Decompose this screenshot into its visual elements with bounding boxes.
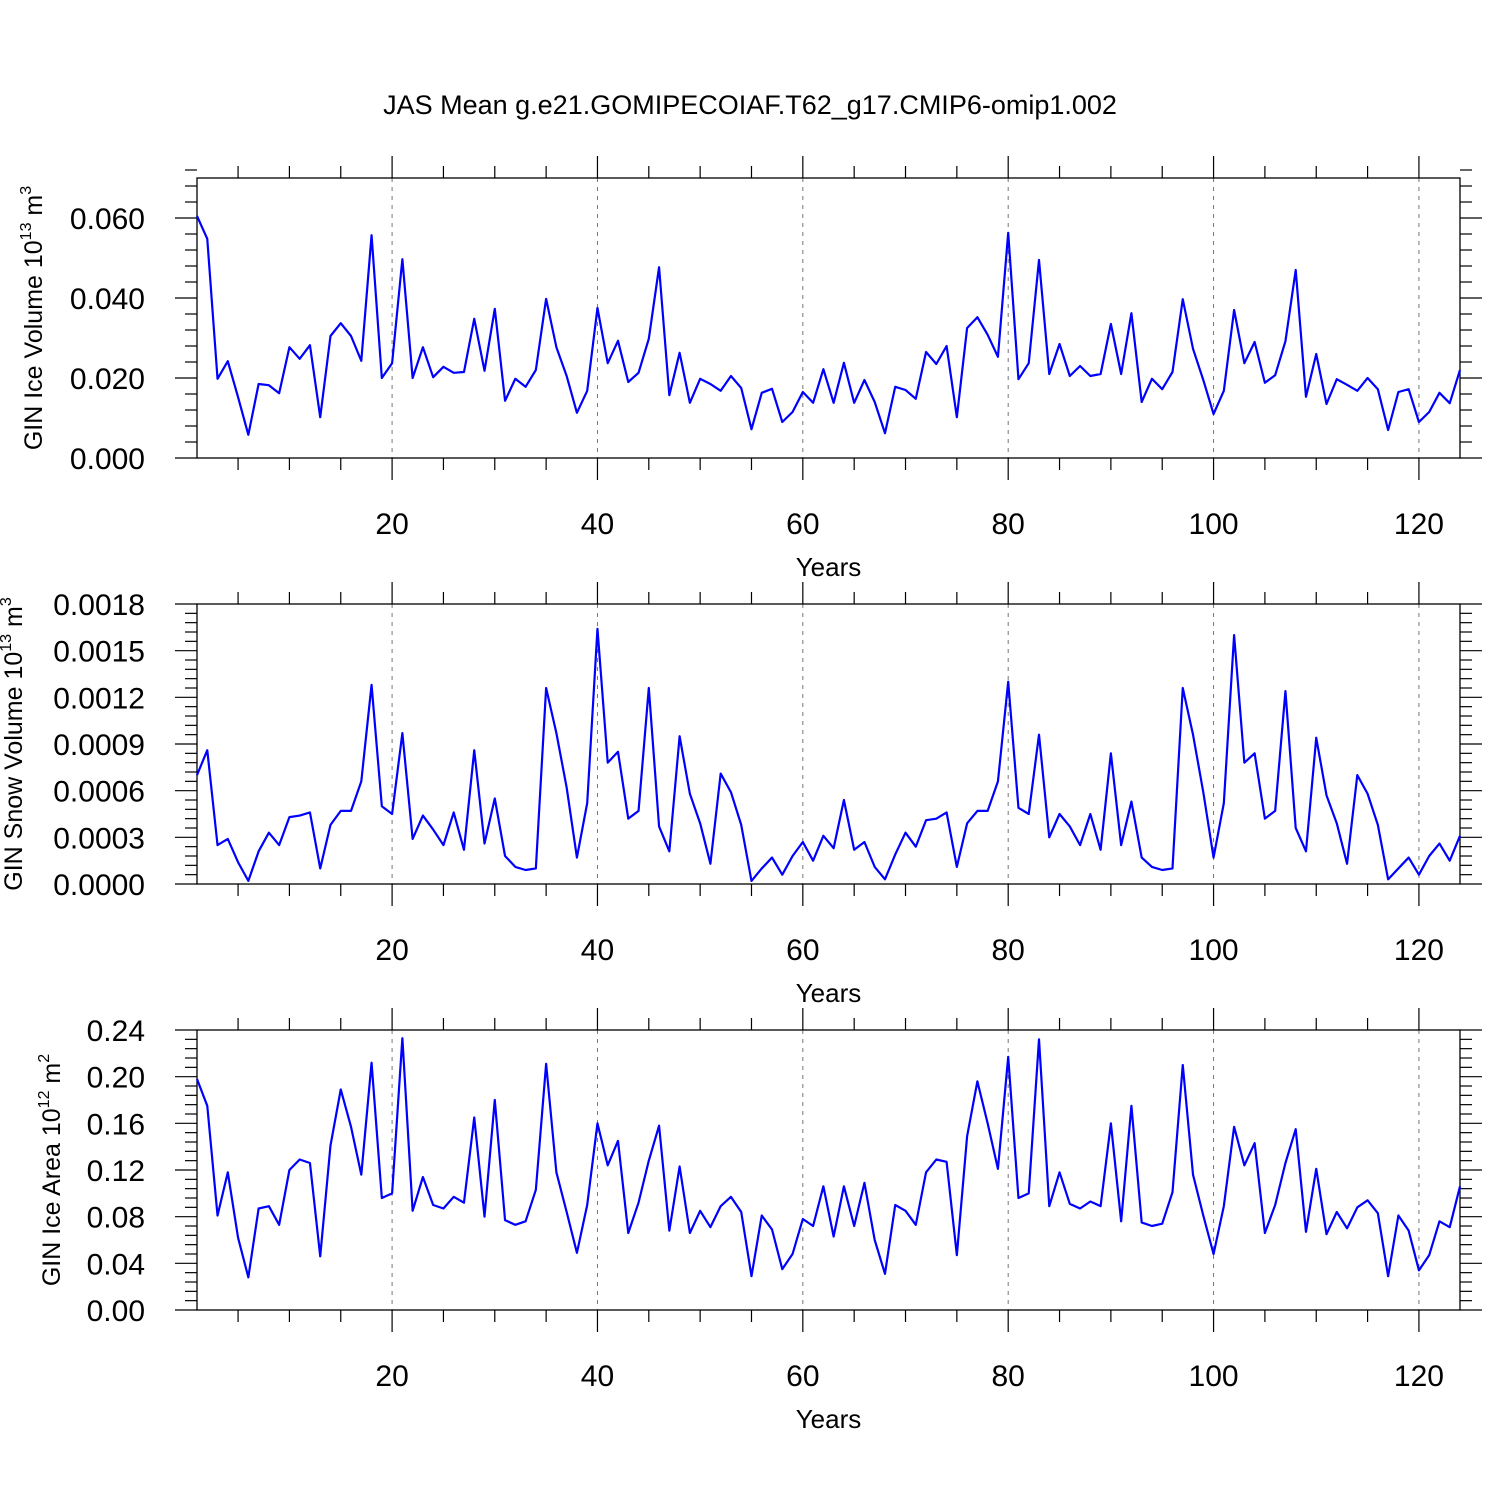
- x-tick-label: 120: [1394, 934, 1444, 967]
- x-tick-label: 40: [581, 934, 614, 967]
- x-axis-label: Years: [796, 1404, 862, 1434]
- y-tick-label: 0.12: [87, 1155, 145, 1188]
- series-line: [195, 1037, 1462, 1279]
- y-tick-label: 0.00: [87, 1295, 145, 1328]
- y-tick-label: 0.08: [87, 1202, 145, 1235]
- y-axis-label-unit: m: [38, 1063, 66, 1091]
- y-axis-label-unit-exponent: 2: [36, 1054, 53, 1063]
- y-tick-label: 0.060: [70, 203, 145, 236]
- x-tick-label: 80: [992, 508, 1025, 541]
- y-axis-label: GIN Ice Area 1012 m2: [36, 1054, 66, 1286]
- y-tick-label: 0.040: [70, 283, 145, 316]
- y-axis-label-main: GIN Ice Volume 10: [20, 240, 48, 450]
- y-axis-label-main: GIN Ice Area 10: [38, 1108, 66, 1286]
- y-axis-label-main: GIN Snow Volume 10: [0, 652, 28, 891]
- y-tick-label: 0.020: [70, 363, 145, 396]
- y-axis-label: GIN Ice Volume 1013 m3: [18, 186, 48, 450]
- y-tick-label: 0.0006: [53, 776, 145, 809]
- x-tick-label: 60: [786, 934, 819, 967]
- x-tick-label: 20: [375, 1360, 408, 1393]
- x-tick-label: 100: [1189, 934, 1239, 967]
- x-tick-label: 100: [1189, 508, 1239, 541]
- series-line: [195, 627, 1462, 882]
- x-tick-label: 40: [581, 1360, 614, 1393]
- y-tick-label: 0.0015: [53, 636, 145, 669]
- panel-ice-area: 20 40 60 80 100 120 0.00 0.04 0.08 0.12 0.16 0.20 0.…: [36, 1008, 1482, 1434]
- y-axis-label-exponent: 13: [18, 222, 35, 240]
- plot-frame: [196, 177, 1461, 459]
- plot-frame: [196, 1029, 1461, 1311]
- x-tick-label: 60: [786, 1360, 819, 1393]
- x-axis-label: Years: [796, 978, 862, 1008]
- x-tick-label: 20: [375, 934, 408, 967]
- y-axis-label-unit-exponent: 3: [18, 186, 35, 195]
- x-tick-label: 60: [786, 508, 819, 541]
- x-axis-label: Years: [796, 552, 862, 582]
- panels: 20 40 60 80 100 120 0.000 0.020 0.040 0.060 Years G…: [0, 156, 1482, 1434]
- y-tick-label: 0.16: [87, 1108, 145, 1141]
- y-axis-label: GIN Snow Volume 1013 m3: [0, 597, 28, 891]
- y-tick-label: 0.20: [87, 1062, 145, 1095]
- x-tick-label: 120: [1394, 1360, 1444, 1393]
- y-axis-label-exponent: 12: [36, 1090, 53, 1108]
- y-tick-label: 0.0003: [53, 822, 145, 855]
- y-tick-label: 0.0018: [53, 589, 145, 622]
- y-tick-label: 0.0009: [53, 729, 145, 762]
- y-tick-label: 0.24: [87, 1015, 145, 1048]
- panel-snow-volume: 20 40 60 80 100 120 0.0000 0.0003 0.0006 0.0009 0.…: [0, 582, 1482, 1008]
- y-axis-label-unit-exponent: 3: [0, 597, 15, 606]
- x-tick-label: 100: [1189, 1360, 1239, 1393]
- x-tick-label: 20: [375, 508, 408, 541]
- x-tick-label: 40: [581, 508, 614, 541]
- x-tick-label: 80: [992, 934, 1025, 967]
- x-tick-label: 120: [1394, 508, 1444, 541]
- y-axis-label-unit: m: [0, 606, 28, 634]
- y-tick-label: 0.000: [70, 443, 145, 476]
- x-tick-label: 80: [992, 1360, 1025, 1393]
- panel-ice-volume: 20 40 60 80 100 120 0.000 0.020 0.040 0.060 Years G…: [18, 156, 1482, 582]
- y-tick-label: 0.0012: [53, 682, 145, 715]
- y-tick-label: 0.04: [87, 1248, 145, 1281]
- y-tick-label: 0.0000: [53, 869, 145, 902]
- series-line: [195, 215, 1462, 436]
- y-axis-label-unit: m: [20, 195, 48, 223]
- chart-title: JAS Mean g.e21.GOMIPECOIAF.T62_g17.CMIP6…: [383, 90, 1117, 120]
- y-axis-label-exponent: 13: [0, 634, 15, 652]
